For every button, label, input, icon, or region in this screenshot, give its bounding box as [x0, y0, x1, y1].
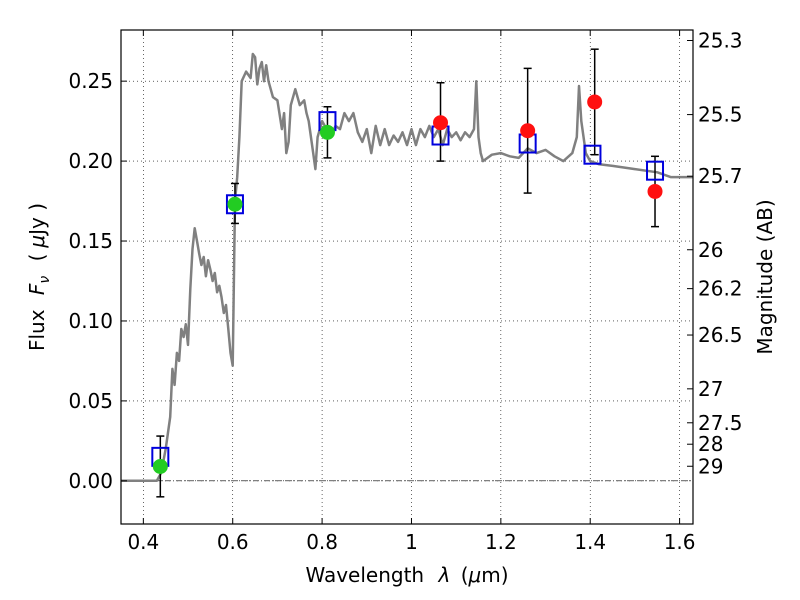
model-spectrum-line — [121, 52, 693, 483]
y2-axis-title: Magnitude (AB) — [753, 199, 777, 354]
y2-tick-label: 25.5 — [698, 103, 743, 127]
y-axis-title-subscript: ν — [37, 276, 53, 284]
y2-tick-label: 26 — [698, 238, 723, 262]
y-axis-title-prefix: Flux — [25, 309, 49, 351]
y-axis-title-symbol: F — [25, 283, 49, 295]
marks — [121, 48, 693, 498]
x-axis-title-symbol: λ — [437, 563, 450, 587]
y2-tick-label: 25.7 — [698, 164, 743, 188]
ticks: 0.4 0.6 0.8 1 1.2 1.4 1.6 0.00 0.05 0.10 0.15 0.20 0… — [68, 29, 742, 554]
y-tick-label: 0.20 — [68, 149, 113, 173]
y-tick-label: 0.00 — [68, 469, 113, 493]
model-photometry-square — [646, 160, 665, 181]
model-photometry-square — [225, 194, 244, 215]
x-axis-title-unit-rest: m) — [481, 563, 508, 587]
y2-tick-label: 28 — [698, 432, 723, 456]
y2-tick-label: 25.3 — [698, 29, 743, 53]
y-tick-label: 0.10 — [68, 309, 113, 333]
detection-point — [227, 196, 243, 212]
x-tick-label: 0.6 — [217, 530, 249, 554]
y-axis-title-unit-symbol: μ — [25, 235, 49, 249]
x-axis-title: Wavelength λ (μm) — [305, 563, 508, 587]
detection-point — [152, 458, 168, 474]
plot-frame — [120, 29, 694, 525]
detection-point — [319, 124, 335, 140]
y-axis-title-unit-rest: Jy ) — [25, 203, 49, 237]
x-tick-label: 1 — [405, 530, 418, 554]
x-tick-label: 1.6 — [664, 530, 696, 554]
x-tick-label: 0.8 — [306, 530, 338, 554]
y-tick-label: 0.05 — [68, 389, 113, 413]
measurement-point — [647, 183, 663, 199]
x-axis-title-unit-symbol: μ — [468, 563, 482, 587]
y2-tick-label: 27 — [698, 377, 723, 401]
x-axis-title-prefix: Wavelength — [305, 563, 424, 587]
y-axis-title: Flux Fν ( μJy ) — [25, 203, 54, 351]
y2-tick-label: 27.5 — [698, 411, 743, 435]
y-axis-title-unit-open: ( — [25, 254, 49, 262]
x-tick-label: 1.2 — [485, 530, 517, 554]
y2-tick-label: 26.5 — [698, 323, 743, 347]
measurement-point — [587, 94, 603, 110]
x-tick-label: 1.4 — [574, 530, 606, 554]
measurement-point — [520, 123, 536, 139]
y-tick-label: 0.25 — [68, 69, 113, 93]
y2-tick-label: 26.2 — [698, 277, 743, 301]
x-tick-label: 0.4 — [127, 530, 159, 554]
y2-tick-label: 29 — [698, 454, 723, 478]
x-axis-title-unit-open: ( — [461, 563, 469, 587]
model-photometry-square — [583, 144, 602, 165]
measurement-point — [433, 115, 449, 131]
y-tick-label: 0.15 — [68, 229, 113, 253]
